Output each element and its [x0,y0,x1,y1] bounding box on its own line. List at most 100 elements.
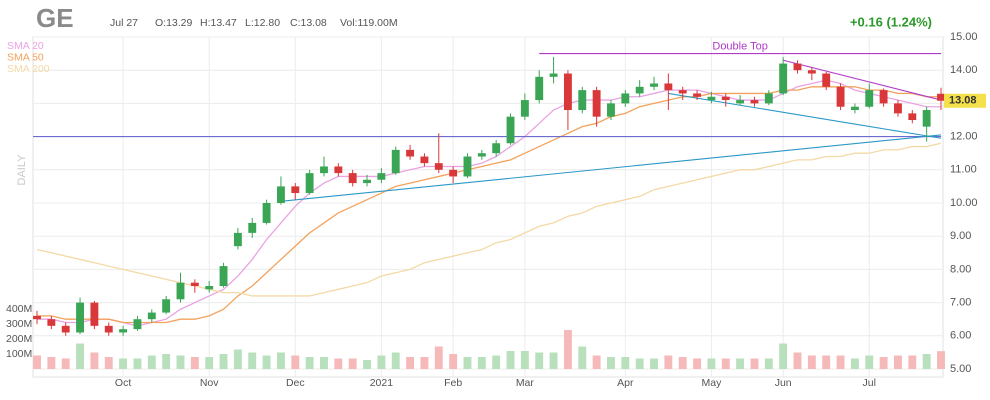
volume-bar [291,355,300,369]
candle-body [635,86,644,94]
candle-body [879,90,888,104]
volume-bar [477,357,486,369]
legend-entry: SMA 200 [7,63,50,75]
candle-body [90,302,99,326]
volume-bar [104,357,113,369]
candle-body [262,203,271,223]
candle-body [850,106,859,111]
volume-bar [506,351,515,369]
volume-bar [348,358,357,369]
trendline-label: Double Top [712,41,767,53]
volume-bar [391,352,400,369]
volume-bar [535,352,544,369]
volume-bar [736,358,745,369]
sma-line [37,86,941,324]
candle-body [922,110,931,127]
candle-body [779,63,788,94]
volume-bar [607,357,615,369]
candle-body [721,96,730,101]
volume-bar [693,358,702,369]
candle-body [937,93,945,101]
candle-body [549,73,558,77]
volume-tick-label: 200M [6,333,32,345]
volume-bar [262,355,271,369]
candle-body [463,156,472,177]
candle-body [736,100,745,104]
volume-bar [678,357,687,369]
candle-body [492,143,501,154]
volume-bar [922,354,931,369]
candle-body [822,73,831,87]
volume-bar [520,351,529,369]
volume-bar [363,360,371,369]
candle-body [894,103,902,114]
y-tick-label: 10.00 [950,197,978,209]
y-tick-label: 11.00 [950,164,977,176]
candle-body [449,169,458,177]
volume-bar [119,358,128,369]
y-tick-label: 5.00 [950,363,971,375]
volume-bar [894,355,902,369]
volume-bar [578,346,587,369]
volume-bar [592,355,601,369]
change: +0.16 (1.24%) [850,14,932,29]
candle-body [578,90,587,111]
candle-body [664,83,673,91]
candle-body [750,100,759,104]
trendline [280,134,942,202]
candle-body [506,116,515,144]
volume-bar [377,355,386,369]
volume-bar [650,358,658,369]
candle-body [865,90,874,107]
volume-bar [621,357,630,369]
candle-body [133,319,142,330]
volume-bar [793,352,802,369]
candle-body [233,232,242,247]
close-quote: C:13.08 [290,17,327,29]
y-tick-label: 14.00 [950,64,978,76]
candle-body [621,93,630,104]
last-price-box [944,93,986,108]
volume-bar [205,357,214,369]
y-tick-label: 9.00 [950,230,971,242]
candle-body [205,286,214,290]
candle-body [707,96,716,101]
x-tick-label: 2021 [370,377,394,389]
volume-bar [850,358,859,369]
x-tick-label: Apr [617,377,634,389]
candle-body [147,312,156,320]
x-tick-label: Jun [775,377,792,389]
candle-body [807,70,816,74]
trendline [783,59,942,101]
candle-body [678,90,687,94]
volume-tick-label: 100M [6,348,32,360]
volume-bar [707,358,716,369]
volume-bar [779,343,788,369]
x-tick-label: Oct [115,377,131,389]
candle-body [520,100,529,117]
volume-bar [434,346,443,369]
volume-bar [807,355,816,369]
volume-bar [147,355,156,369]
volume-bar [276,352,285,369]
volume-quote: Vol:119.00M [340,17,398,29]
candle-body [377,173,386,180]
candle-body [836,86,845,107]
candle-body [363,179,371,184]
candle-body [190,282,199,286]
candle-body [305,173,314,194]
volume-bar [492,355,501,369]
candle-body [764,93,773,104]
x-tick-label: Nov [200,377,219,389]
symbol: GE [36,3,74,33]
candle-body [693,93,702,97]
sma-line [36,142,942,297]
candle-body [276,186,285,203]
candle-body [47,319,56,326]
volume-bar [190,357,199,369]
y-tick-label: 6.00 [950,330,971,342]
volume-bar [879,357,888,369]
volume-tick-label: 300M [6,318,32,330]
volume-tick-label: 400M [6,303,32,315]
